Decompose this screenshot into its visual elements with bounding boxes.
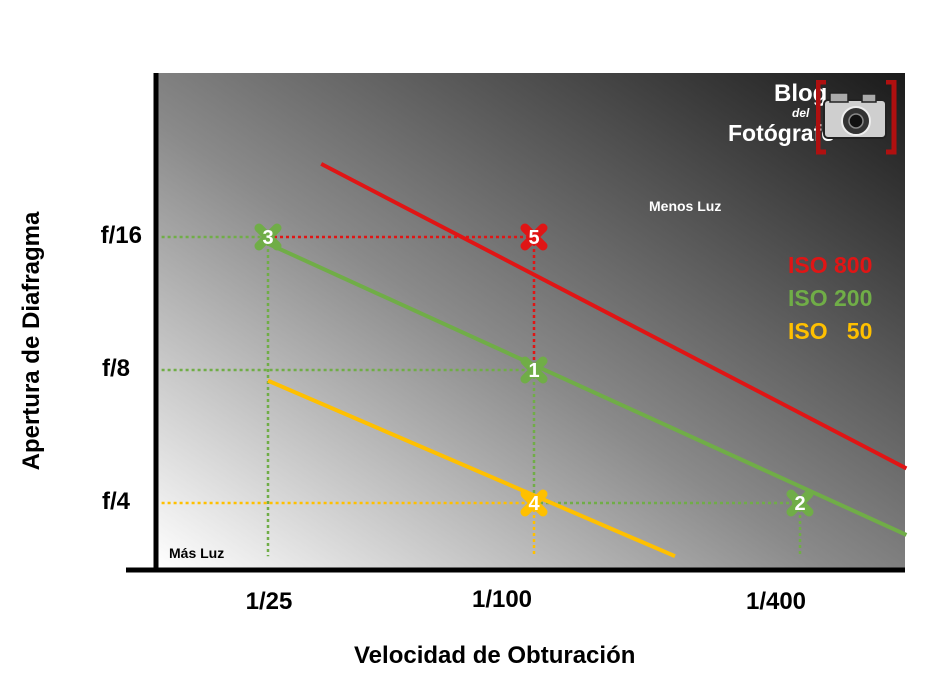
marker-label: 5 [528,227,539,249]
logo-word-del: del [792,106,810,120]
series-line-iso-50 [267,378,676,559]
legend-item-iso-50: ISO 50 [788,318,873,344]
x-tick-label: 1/100 [471,586,533,613]
y-axis-title: Apertura de Diafragma [18,211,45,471]
y-tick-label: f/8 [101,355,130,382]
marker-3: 3 [254,223,282,251]
plot-background [158,73,905,570]
x-tick-label: 1/400 [745,588,807,615]
camera-logo-icon [816,80,897,155]
legend-item-iso-800: ISO 800 [788,252,873,278]
marker-1: 1 [520,356,548,384]
marker-2: 2 [786,489,814,517]
y-tick-label: f/4 [101,488,130,515]
more-light-annotation: Más Luz [169,545,225,561]
x-tick-label: 1/25 [245,588,293,615]
marker-label: 1 [528,360,539,382]
legend-item-iso-200: ISO 200 [788,285,873,311]
blog-logo: Blog del Fotógrafo [724,80,904,158]
marker-label: 2 [794,493,805,515]
x-axis-title: Velocidad de Obturación [354,642,636,669]
y-tick-label: f/16 [100,222,142,249]
less-light-annotation: Menos Luz [649,198,722,214]
series-line-iso-200 [267,241,908,537]
marker-label: 4 [528,493,540,515]
marker-5: 5 [520,223,548,251]
marker-label: 3 [262,227,273,249]
marker-4: 4 [520,489,548,517]
series-line-iso-800 [320,162,908,471]
